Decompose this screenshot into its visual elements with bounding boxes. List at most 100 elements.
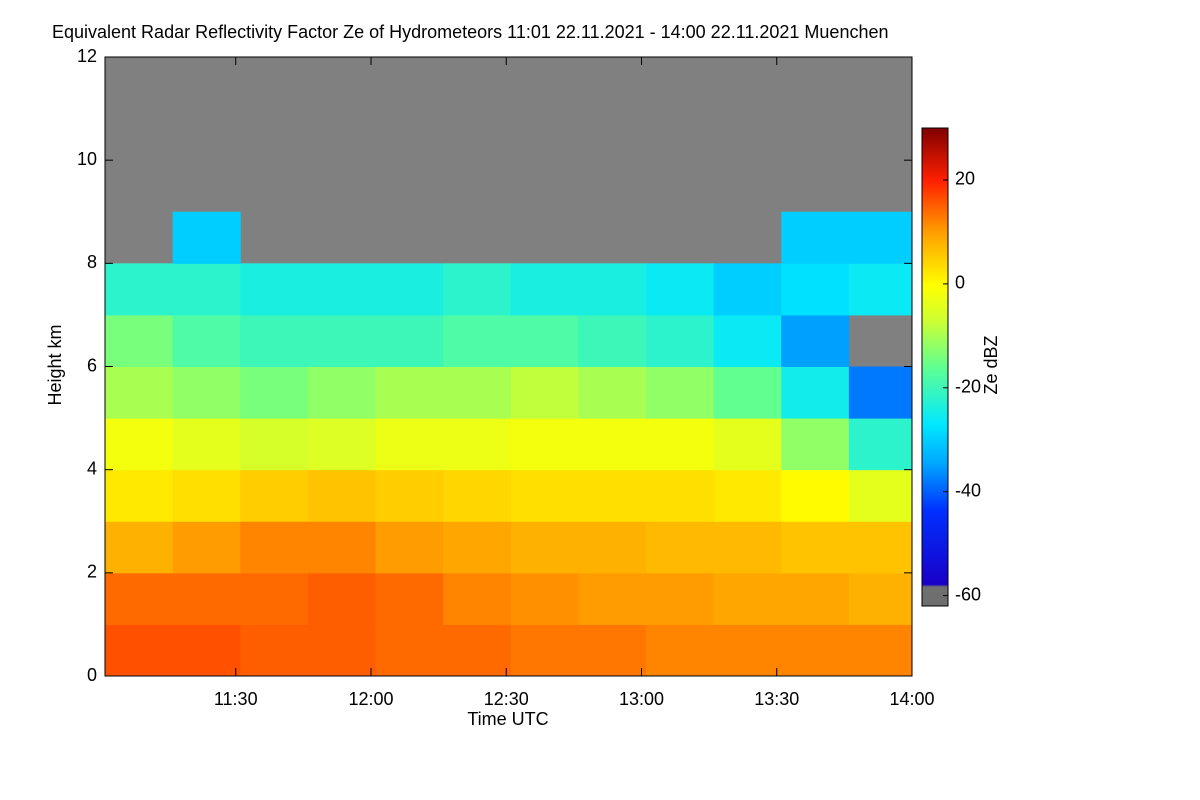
heatmap-cell bbox=[646, 572, 715, 625]
heatmap-cell bbox=[375, 521, 444, 574]
heatmap-cell bbox=[172, 366, 241, 419]
heatmap-cell bbox=[646, 314, 715, 367]
heatmap-cell bbox=[781, 418, 850, 471]
heatmap-cell bbox=[307, 418, 377, 471]
colorbar bbox=[921, 127, 949, 607]
heatmap-cell bbox=[443, 521, 512, 574]
heatmap-cell bbox=[646, 624, 715, 677]
heatmap-cell bbox=[510, 572, 579, 625]
heatmap-cell bbox=[375, 263, 444, 316]
heatmap-cell bbox=[172, 418, 241, 471]
heatmap-cell bbox=[307, 521, 377, 574]
heatmap-cell bbox=[781, 469, 850, 522]
heatmap-cell bbox=[848, 572, 913, 625]
colorbar-tick-label: -60 bbox=[955, 584, 981, 604]
heatmap-cell bbox=[646, 263, 715, 316]
heatmap-cell bbox=[781, 521, 850, 574]
heatmap-cell bbox=[307, 366, 377, 419]
heatmap-cell bbox=[713, 521, 782, 574]
heatmap-cell bbox=[172, 521, 241, 574]
heatmap bbox=[105, 211, 913, 677]
heatmap-cell bbox=[646, 418, 715, 471]
heatmap-cell bbox=[443, 624, 512, 677]
heatmap-cell bbox=[578, 418, 647, 471]
heatmap-cell bbox=[510, 418, 579, 471]
heatmap-cell bbox=[105, 521, 174, 574]
x-tick-label: 13:30 bbox=[754, 689, 799, 709]
heatmap-cell bbox=[375, 366, 444, 419]
heatmap-cell bbox=[781, 314, 850, 367]
y-tick-label: 6 bbox=[87, 355, 97, 375]
heatmap-cell bbox=[781, 366, 850, 419]
heatmap-cell bbox=[172, 314, 241, 367]
heatmap-cell bbox=[375, 314, 444, 367]
y-tick-label: 2 bbox=[87, 562, 97, 582]
heatmap-cell bbox=[307, 624, 377, 677]
heatmap-cell bbox=[443, 314, 512, 367]
x-axis-label: Time UTC bbox=[467, 709, 548, 729]
heatmap-cell bbox=[172, 211, 241, 264]
y-tick-label: 8 bbox=[87, 252, 97, 272]
heatmap-cell bbox=[781, 624, 850, 677]
heatmap-cell bbox=[307, 314, 377, 367]
y-tick-label: 4 bbox=[87, 458, 97, 478]
x-tick-label: 11:30 bbox=[214, 689, 258, 709]
heatmap-cell bbox=[781, 263, 850, 316]
heatmap-cell bbox=[240, 366, 309, 419]
heatmap-cell bbox=[646, 469, 715, 522]
heatmap-cell bbox=[307, 469, 377, 522]
heatmap-cell bbox=[848, 418, 913, 471]
heatmap-cell bbox=[240, 314, 309, 367]
heatmap-cell bbox=[510, 624, 579, 677]
heatmap-cell bbox=[848, 624, 913, 677]
heatmap-cell bbox=[105, 572, 174, 625]
heatmap-cell bbox=[510, 314, 579, 367]
heatmap-cell bbox=[713, 469, 782, 522]
y-tick-label: 12 bbox=[77, 46, 97, 66]
heatmap-cell bbox=[781, 211, 850, 264]
colorbar-tick-label: -40 bbox=[955, 480, 981, 500]
heatmap-cell bbox=[646, 366, 715, 419]
heatmap-cell bbox=[240, 418, 309, 471]
heatmap-cell bbox=[510, 366, 579, 419]
heatmap-cell bbox=[307, 572, 377, 625]
heatmap-cell bbox=[713, 418, 782, 471]
colorbar-tick-label: 20 bbox=[955, 169, 975, 189]
heatmap-cell bbox=[510, 469, 579, 522]
heatmap-cell bbox=[443, 418, 512, 471]
heatmap-cell bbox=[240, 263, 309, 316]
heatmap-cell bbox=[307, 263, 377, 316]
heatmap-cell bbox=[375, 418, 444, 471]
heatmap-cell bbox=[578, 469, 647, 522]
heatmap-cell bbox=[848, 521, 913, 574]
y-tick-label: 10 bbox=[77, 149, 97, 169]
y-axis-label: Height km bbox=[45, 324, 65, 405]
heatmap-cell bbox=[578, 572, 647, 625]
colorbar-tick-label: -20 bbox=[955, 377, 981, 397]
heatmap-cell bbox=[713, 263, 782, 316]
heatmap-cell bbox=[510, 521, 579, 574]
heatmap-cell bbox=[443, 366, 512, 419]
heatmap-cell bbox=[105, 469, 174, 522]
chart-title: Equivalent Radar Reflectivity Factor Ze … bbox=[52, 22, 889, 42]
heatmap-cell bbox=[443, 263, 512, 316]
heatmap-cell bbox=[172, 572, 241, 625]
x-tick-label: 13:00 bbox=[619, 689, 664, 709]
heatmap-cell bbox=[375, 624, 444, 677]
heatmap-cell bbox=[713, 314, 782, 367]
heatmap-cell bbox=[713, 366, 782, 419]
y-tick-label: 0 bbox=[87, 665, 97, 685]
heatmap-cell bbox=[172, 469, 241, 522]
heatmap-cell bbox=[105, 366, 174, 419]
heatmap-cell bbox=[240, 521, 309, 574]
heatmap-cell bbox=[578, 521, 647, 574]
heatmap-cell bbox=[240, 469, 309, 522]
heatmap-cell bbox=[713, 572, 782, 625]
heatmap-cell bbox=[578, 624, 647, 677]
heatmap-cell bbox=[578, 366, 647, 419]
heatmap-cell bbox=[443, 572, 512, 625]
colorbar-tick-label: 0 bbox=[955, 273, 965, 293]
heatmap-cell bbox=[646, 521, 715, 574]
heatmap-cell bbox=[240, 624, 309, 677]
